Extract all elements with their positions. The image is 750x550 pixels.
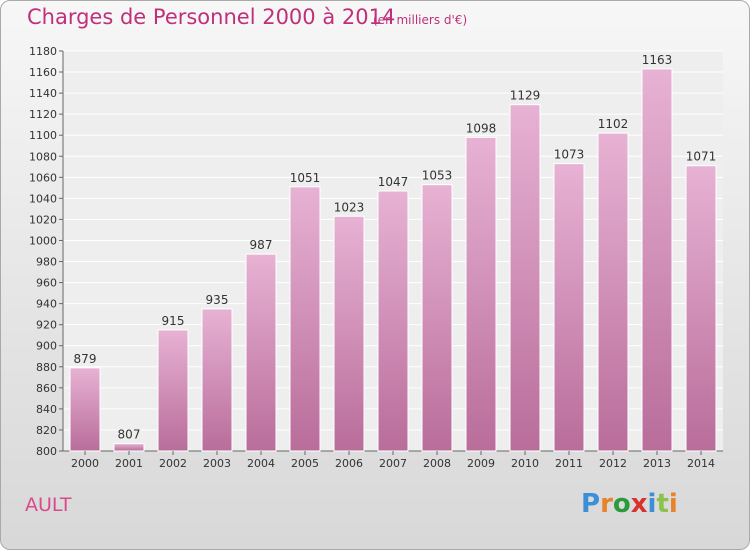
x-tick-label: 2011 <box>555 457 583 470</box>
location-label: AULT <box>25 494 72 516</box>
bar <box>289 186 321 452</box>
x-tick-label: 2005 <box>291 457 319 470</box>
bar <box>157 329 189 452</box>
x-tick-label: 2006 <box>335 457 363 470</box>
y-tick-label: 980 <box>36 256 57 269</box>
y-tick-label: 880 <box>36 361 57 374</box>
bar-value-label: 987 <box>250 238 273 252</box>
y-tick-label: 1080 <box>29 150 57 163</box>
bar-value-label: 915 <box>162 314 185 328</box>
bar <box>201 308 233 452</box>
bar-value-label: 807 <box>118 428 141 442</box>
y-tick-label: 1160 <box>29 66 57 79</box>
y-tick-label: 860 <box>36 382 57 395</box>
x-tick-label: 2001 <box>115 457 143 470</box>
bar <box>333 215 365 452</box>
bar-value-label: 1071 <box>686 150 717 164</box>
bar <box>69 367 101 452</box>
bar <box>377 190 409 452</box>
y-tick-label: 1180 <box>29 45 57 58</box>
y-tick-label: 1060 <box>29 171 57 184</box>
x-tick-label: 2002 <box>159 457 187 470</box>
y-tick-label: 900 <box>36 340 57 353</box>
bar <box>641 68 673 452</box>
chart-title: Charges de Personnel 2000 à 2014 <box>27 5 396 29</box>
x-tick-label: 2003 <box>203 457 231 470</box>
logo-letter: t <box>656 489 669 519</box>
y-tick-label: 920 <box>36 319 57 332</box>
logo-letter: P <box>581 489 601 519</box>
logo-letter: i <box>647 489 657 519</box>
y-tick-label: 1000 <box>29 234 57 247</box>
y-tick-label: 1140 <box>29 87 57 100</box>
bar <box>245 253 277 452</box>
bar <box>465 136 497 452</box>
y-tick-label: 820 <box>36 424 57 437</box>
x-tick-label: 2009 <box>467 457 495 470</box>
x-tick-label: 2000 <box>71 457 99 470</box>
x-tick-label: 2008 <box>423 457 451 470</box>
bar <box>685 165 717 452</box>
y-tick-label: 1020 <box>29 213 57 226</box>
x-tick-label: 2013 <box>643 457 671 470</box>
x-tick-label: 2012 <box>599 457 627 470</box>
bar-value-label: 1102 <box>598 117 629 131</box>
x-tick-label: 2007 <box>379 457 407 470</box>
x-tick-label: 2014 <box>687 457 715 470</box>
bar-value-label: 1053 <box>422 169 453 183</box>
logo-letter: r <box>600 489 613 519</box>
bar <box>509 104 541 452</box>
bar-value-label: 1129 <box>510 89 541 103</box>
y-tick-label: 960 <box>36 277 57 290</box>
bar-value-label: 879 <box>74 352 97 366</box>
bar-value-label: 1047 <box>378 175 409 189</box>
bar-value-label: 1051 <box>290 171 321 185</box>
bar <box>113 443 145 452</box>
y-tick-label: 1040 <box>29 192 57 205</box>
bar-value-label: 935 <box>206 293 229 307</box>
bar-value-label: 1098 <box>466 121 497 135</box>
bar-value-label: 1073 <box>554 148 585 162</box>
bar <box>597 132 629 452</box>
proxiti-logo: Proxiti <box>581 489 678 519</box>
logo-letter: i <box>668 489 678 519</box>
logo-letter: o <box>612 489 631 519</box>
bar <box>553 163 585 452</box>
x-tick-label: 2004 <box>247 457 275 470</box>
x-tick-label: 2010 <box>511 457 539 470</box>
y-tick-label: 1100 <box>29 129 57 142</box>
chart-subtitle: (en milliers d'€) <box>373 13 468 27</box>
bar-value-label: 1163 <box>642 53 673 67</box>
y-tick-label: 940 <box>36 298 57 311</box>
bar <box>421 184 453 452</box>
y-tick-label: 1120 <box>29 108 57 121</box>
y-tick-label: 800 <box>36 445 57 458</box>
y-tick-label: 840 <box>36 403 57 416</box>
bar-value-label: 1023 <box>334 200 365 214</box>
logo-letter: x <box>630 489 648 519</box>
